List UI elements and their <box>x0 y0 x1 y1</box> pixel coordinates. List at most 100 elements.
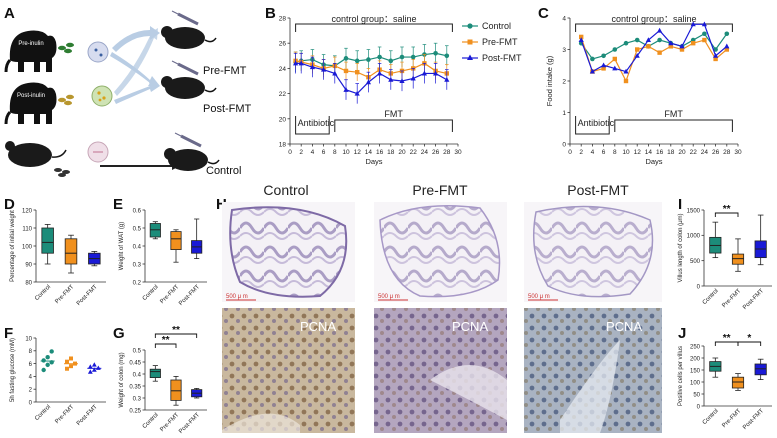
y-tick-label: 0.35 <box>129 384 141 390</box>
data-point <box>690 21 696 27</box>
y-axis-label: Weight of WAT (g) <box>119 222 125 270</box>
data-point <box>713 56 718 62</box>
data-point <box>410 75 416 81</box>
panel-c: C 0 2 4 6 8 10 12 14 16 18 20 22 24 26 28 3001234DaysFo… <box>538 5 742 166</box>
y-tick-label: 0.45 <box>129 360 141 366</box>
y-tick-label: 26 <box>279 41 287 48</box>
significance-bracket <box>154 343 177 348</box>
data-point <box>377 70 383 76</box>
y-tick-label: 0 <box>697 404 701 410</box>
x-tick-label: Post-FMT <box>742 288 765 311</box>
y-tick-label: 0 <box>562 142 566 149</box>
y-tick-label: 18 <box>279 142 287 149</box>
panel-label-b: B <box>265 5 276 22</box>
significance-bracket <box>714 212 739 217</box>
data-point <box>321 66 327 72</box>
panel-d: D 80 90 100 110 120 Percentage of initial weig… <box>4 196 106 307</box>
data-point <box>421 70 427 76</box>
data-point <box>298 60 304 66</box>
x-tick-label: 14 <box>645 149 653 156</box>
panel-h: H Control Pre-FMT Post-FMT 500 μ m 500 μ… <box>216 182 662 433</box>
y-tick-label: 3 <box>562 47 566 54</box>
panel-g: G 0.25 0.3 0.35 0.4 0.45 0.5 Weight of colon (m… <box>113 325 207 435</box>
data-point <box>444 53 450 59</box>
top-bracket <box>575 23 733 32</box>
significance-label: ** <box>723 204 731 215</box>
y-axis-label: 5h fasting glucose (mM) <box>10 338 16 402</box>
micrograph-pre-fmt-he: 500 μ m <box>374 202 507 302</box>
antibiotic-bracket <box>295 116 330 135</box>
legend-control-label: Control <box>482 21 511 31</box>
x-tick-label: 26 <box>432 149 440 156</box>
x-tick-label: Pre-FMT <box>54 404 75 425</box>
stain-label: PCNA <box>300 319 336 334</box>
data-point <box>433 70 439 76</box>
x-tick-label: 30 <box>734 149 742 156</box>
data-point <box>49 349 54 354</box>
data-point <box>95 365 101 370</box>
y-tick-label: 90 <box>25 262 32 268</box>
data-point <box>612 65 618 71</box>
data-point <box>702 37 707 43</box>
x-tick-label: 18 <box>667 149 675 156</box>
x-axis-label: Days <box>645 157 662 166</box>
mouse-icon <box>5 141 67 167</box>
scale-bar-label: 500 μ m <box>528 294 550 300</box>
data-point <box>612 47 618 52</box>
significance-label: * <box>747 333 751 344</box>
data-point <box>41 367 46 373</box>
y-tick-label: 2 <box>29 388 33 394</box>
fmt-bracket <box>334 119 453 132</box>
data-point <box>91 367 97 372</box>
y-tick-label: 80 <box>25 280 32 286</box>
data-point <box>601 53 606 59</box>
x-tick-label: Pre-FMT <box>721 288 742 309</box>
data-point <box>309 64 315 70</box>
y-tick-label: 0.4 <box>133 372 142 378</box>
x-tick-label: Pre-FMT <box>721 408 742 429</box>
data-point <box>623 68 629 74</box>
y-tick-label: 200 <box>690 356 701 362</box>
recipient-mouse-icon <box>164 132 220 171</box>
x-tick-label: 16 <box>376 149 384 156</box>
y-axis-label: Percentage of initial weight <box>10 210 16 282</box>
data-point <box>635 47 640 52</box>
data-point <box>87 369 93 374</box>
antibiotic-bracket <box>575 116 610 135</box>
petri-dish-icon <box>87 41 109 63</box>
y-tick-label: 50 <box>693 392 700 398</box>
panel-label-e: E <box>113 196 123 213</box>
x-tick-label: 2 <box>579 149 583 156</box>
x-tick-label: Control <box>142 412 160 430</box>
micrograph-control-pcna: PCNA <box>222 308 355 433</box>
data-point <box>377 54 382 60</box>
y-axis-label: Positive cells per villus <box>678 346 684 406</box>
y-tick-label: 110 <box>22 226 32 232</box>
data-point <box>69 364 73 369</box>
y-tick-label: 100 <box>690 380 701 386</box>
x-tick-label: Pre-FMT <box>159 284 180 305</box>
top-note: control group：saline <box>611 14 696 24</box>
data-point <box>702 31 707 37</box>
data-point <box>45 355 50 360</box>
significance-label: ** <box>162 335 170 346</box>
y-tick-label: 0.3 <box>133 396 142 402</box>
elephant-icon <box>4 30 57 73</box>
data-point <box>366 57 371 62</box>
x-tick-label: 26 <box>712 149 720 156</box>
x-tick-label: Control <box>34 404 52 422</box>
green-pellets-icon <box>58 42 74 54</box>
data-point <box>713 53 719 58</box>
stain-label: PCNA <box>452 319 488 334</box>
x-tick-label: Pre-FMT <box>54 284 75 305</box>
fmt-note: FMT <box>664 109 683 119</box>
micrograph-control-he: 500 μ m <box>222 202 355 302</box>
significance-bracket <box>154 333 198 338</box>
panel-j: J 0 50 100 150 200 250 Positive cells per villu… <box>678 325 772 431</box>
data-point <box>668 40 674 46</box>
top-note: control group：saline <box>331 14 416 24</box>
x-tick-label: 24 <box>701 149 709 156</box>
panel-label-j: J <box>678 325 686 342</box>
y-tick-label: 4 <box>562 16 566 23</box>
data-point <box>601 62 607 68</box>
